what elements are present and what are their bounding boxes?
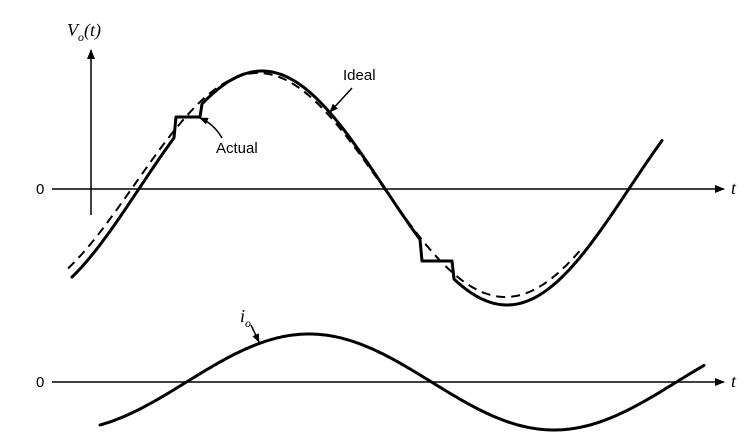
actual-pointer [199, 117, 223, 139]
actual-curve [70, 69, 664, 307]
top-x-axis-label: t [731, 178, 737, 198]
current-pointer [250, 324, 260, 343]
ideal-pointer [329, 87, 353, 113]
current-label: io [240, 306, 251, 330]
bottom-plot: 0 t io [36, 306, 737, 432]
ideal-label: Ideal [343, 67, 376, 84]
top-plot: Vo(t) 0 t Ideal Actual [36, 20, 737, 307]
bottom-zero-label: 0 [36, 374, 44, 391]
actual-label: Actual [216, 140, 258, 157]
ideal-curve [67, 72, 583, 298]
top-y-axis-label: Vo(t) [67, 20, 101, 44]
current-curve [98, 332, 706, 432]
top-zero-label: 0 [36, 181, 44, 198]
bottom-x-axis-label: t [731, 371, 737, 391]
